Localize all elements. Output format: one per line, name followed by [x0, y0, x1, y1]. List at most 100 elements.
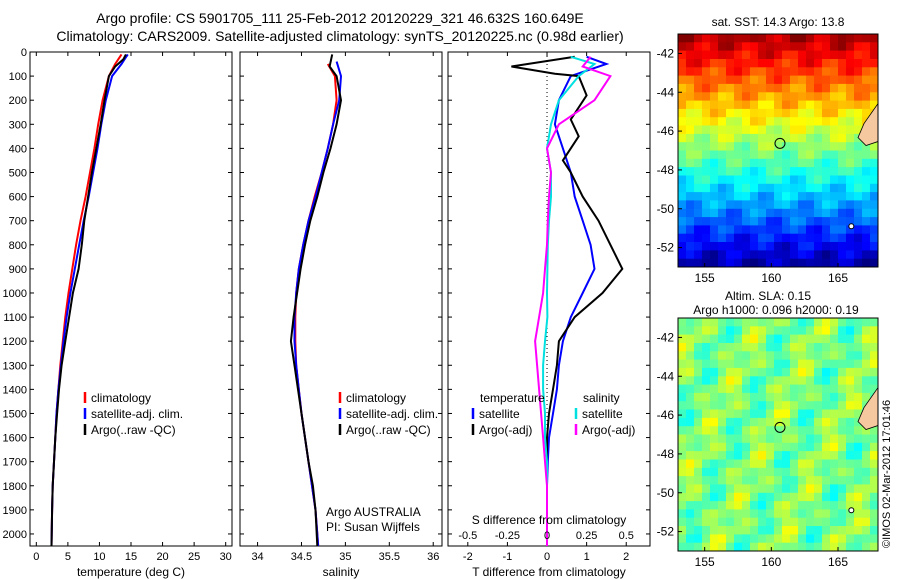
map-cell: [678, 376, 687, 386]
map-cell: [734, 233, 743, 243]
map-cell: [790, 534, 799, 544]
map-cell: [862, 501, 871, 510]
temperature-legend-title: temperature: [480, 391, 545, 405]
salinity-difference-tick-label: 0: [544, 530, 550, 542]
map-cell: [742, 217, 751, 226]
map-cell: [854, 392, 863, 402]
map-cell: [822, 367, 831, 377]
map-cell: [718, 225, 727, 235]
map-cell: [766, 326, 775, 336]
map-cell: [774, 83, 783, 93]
map-cell: [798, 183, 807, 193]
map-cell: [702, 401, 711, 411]
map-cell: [774, 392, 783, 402]
map-cell: [766, 492, 775, 502]
map-cell: [862, 208, 871, 218]
map-cell: [774, 542, 783, 551]
map-cell: [838, 200, 847, 210]
map-cell: [726, 343, 735, 352]
map-cell: [806, 117, 815, 127]
map-cell: [814, 417, 823, 427]
map-cell: [734, 92, 743, 102]
map-cell: [814, 367, 823, 377]
map-cell: [702, 92, 711, 102]
map-cell: [750, 409, 759, 419]
map-cell: [838, 75, 847, 85]
map-cell: [710, 83, 719, 93]
map-cell: [686, 200, 695, 210]
map-cell: [870, 200, 878, 210]
map-cell: [790, 175, 799, 185]
map-cell: [790, 384, 799, 394]
map-cell: [718, 200, 727, 210]
map-cell: [838, 376, 847, 386]
map-cell: [694, 167, 703, 176]
depth-tick-label: 1500: [3, 408, 27, 420]
map-cell: [798, 50, 807, 60]
map-cell: [734, 401, 743, 411]
map-cell: [758, 351, 767, 361]
map-cell: [702, 200, 711, 210]
map-cell: [742, 225, 751, 235]
map-cell: [806, 343, 815, 352]
map-cell: [838, 434, 847, 444]
map-cell: [766, 367, 775, 377]
map-cell: [782, 376, 791, 386]
map-cell: [822, 75, 831, 85]
map-cell: [862, 426, 871, 436]
map-cell: [862, 92, 871, 102]
map-cell: [854, 509, 863, 519]
map-cell: [750, 476, 759, 485]
map-cell: [782, 200, 791, 210]
map-cell: [678, 459, 687, 469]
map-cell: [702, 526, 711, 535]
map-cell: [734, 125, 743, 135]
map-cell: [726, 442, 735, 452]
depth-tick-label: 200: [9, 95, 27, 107]
map-cell: [726, 526, 735, 535]
map-cell: [686, 175, 695, 185]
map-cell: [766, 542, 775, 551]
map-cell: [862, 492, 871, 502]
map-cell: [686, 34, 695, 43]
map-cell: [774, 92, 783, 102]
map-cell: [806, 59, 815, 68]
map-cell: [846, 384, 855, 394]
map-cell: [806, 376, 815, 386]
map-cell: [718, 492, 727, 502]
map-cell: [766, 208, 775, 218]
map-cell: [790, 75, 799, 85]
map-cell: [742, 492, 751, 502]
map-cell: [758, 318, 767, 327]
map-cell: [814, 467, 823, 477]
depth-tick-label: 300: [9, 119, 27, 131]
map-cell: [742, 42, 751, 52]
map-cell: [830, 492, 839, 502]
map-cell: [822, 67, 831, 77]
map-cell: [790, 217, 799, 226]
map-cell: [718, 343, 727, 352]
map-cell: [822, 476, 831, 485]
map-cell: [718, 250, 727, 260]
map-cell: [846, 100, 855, 110]
map-cell: [742, 509, 751, 519]
map-cell: [678, 83, 687, 93]
map-cell: [870, 367, 878, 377]
map-cell: [782, 442, 791, 452]
map-cell: [774, 175, 783, 185]
salinity-depth-ticks: [240, 51, 442, 535]
map-cell: [750, 108, 759, 118]
map-cell: [718, 501, 727, 510]
map-cell: [702, 192, 711, 201]
map-cell: [846, 534, 855, 544]
map-cell: [742, 142, 751, 152]
map-cell: [678, 125, 687, 135]
map-cell: [822, 451, 831, 460]
map-cell: [870, 100, 878, 110]
map-cell: [766, 517, 775, 527]
map-cell: [830, 42, 839, 52]
map-cell: [750, 158, 759, 168]
map-cell: [830, 167, 839, 176]
map-cell: [726, 100, 735, 110]
map-cell: [782, 384, 791, 394]
